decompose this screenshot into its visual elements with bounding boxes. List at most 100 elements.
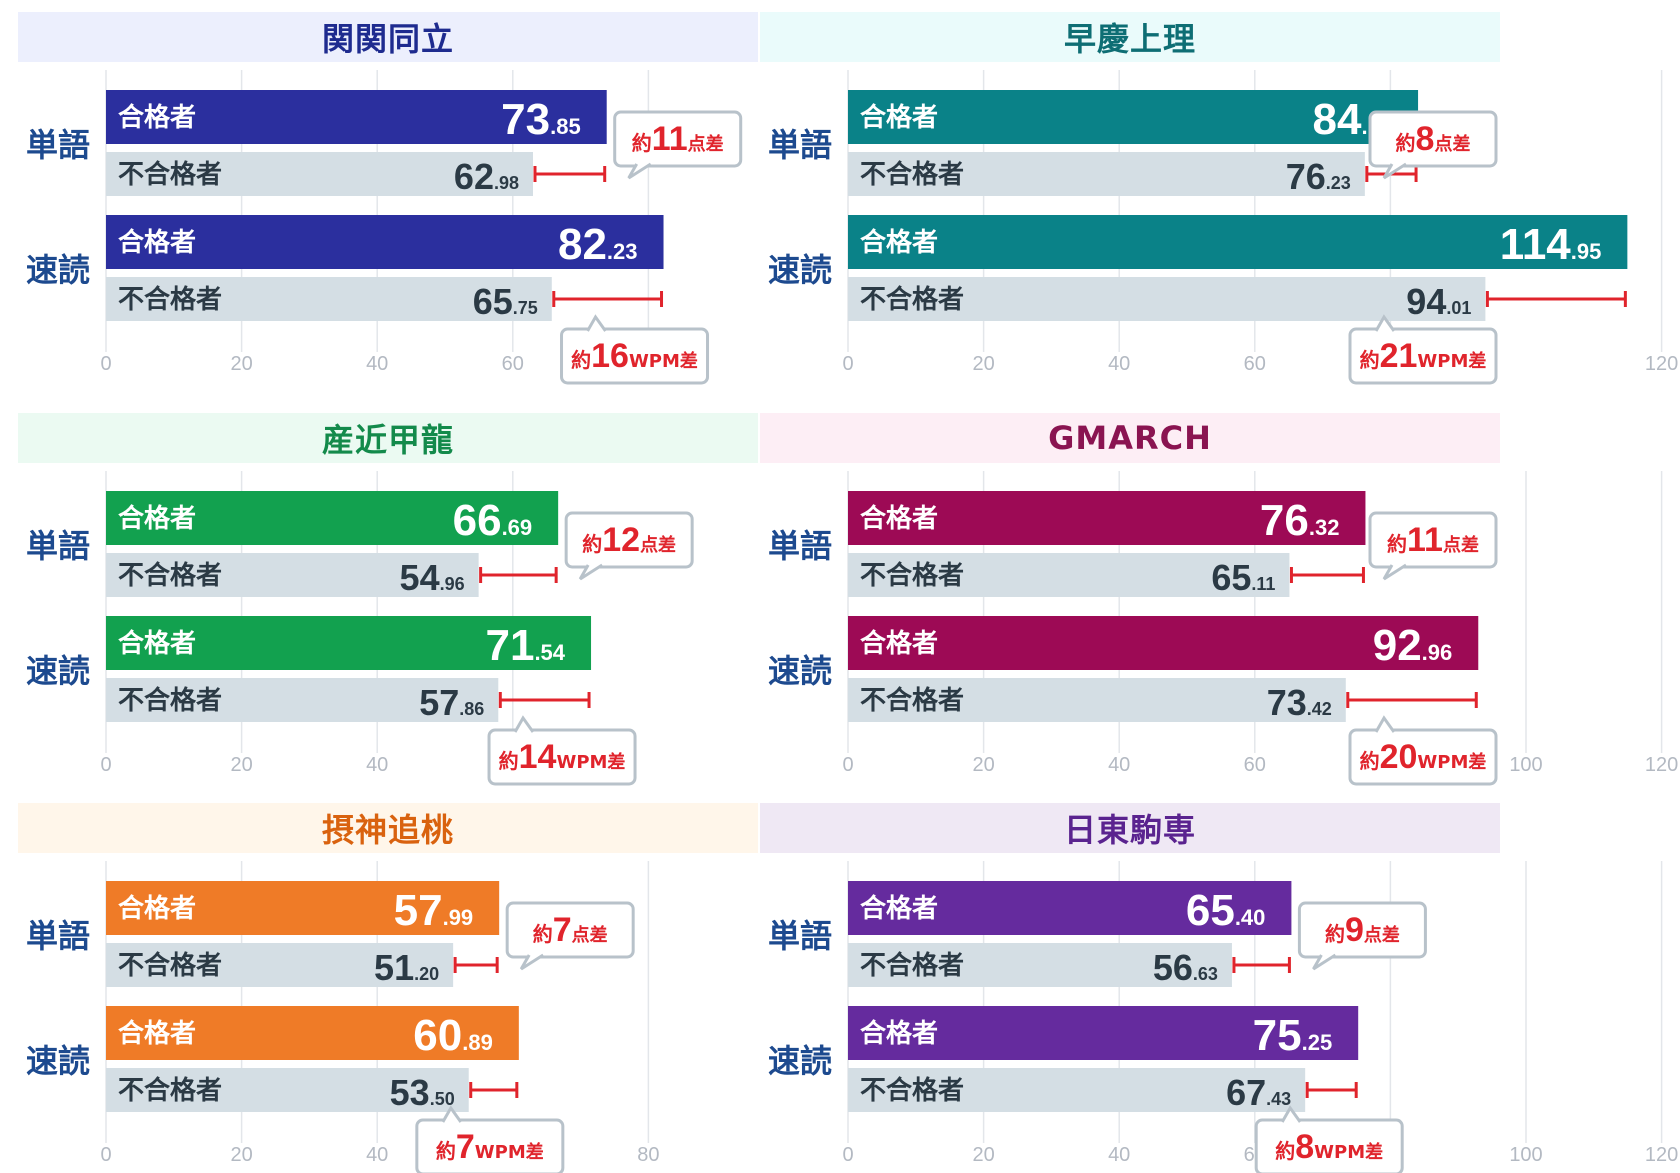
x-tick-label: 20 <box>972 353 994 375</box>
x-tick-label: 60 <box>502 353 524 375</box>
x-tick-label: 20 <box>230 353 252 375</box>
difference-callout: 約11点差 <box>613 110 743 180</box>
row-label: 速読 <box>26 1042 90 1080</box>
pass-value-label: 60.89 <box>413 1011 493 1060</box>
x-tick-label: 100 <box>1509 754 1542 776</box>
pass-bar <box>848 215 1628 269</box>
x-tick-label: 40 <box>1108 1144 1130 1166</box>
difference-callout-text: 約8WPM差 <box>1275 1128 1383 1166</box>
pass-value-label: 76.32 <box>1260 496 1340 545</box>
fail-bar-label: 不合格者 <box>860 685 964 716</box>
row-label: 速読 <box>26 652 90 690</box>
difference-callout: 約8点差 <box>1368 110 1498 180</box>
x-tick-label: 80 <box>637 1144 659 1166</box>
fail-bar-label: 不合格者 <box>860 560 964 591</box>
pass-bar-label: 合格者 <box>118 893 196 924</box>
difference-callout: 約21WPM差 <box>1348 314 1498 385</box>
fail-value-label: 53.50 <box>390 1072 455 1113</box>
difference-callout: 約9点差 <box>1297 901 1427 971</box>
difference-callout-text: 約14WPM差 <box>499 738 626 776</box>
pass-bar <box>848 491 1366 545</box>
row-label: 速読 <box>26 251 90 289</box>
x-tick-label: 0 <box>842 353 853 375</box>
fail-bar <box>106 943 454 987</box>
x-tick-label: 40 <box>366 754 388 776</box>
x-tick-label: 60 <box>1244 754 1266 776</box>
pass-bar-label: 合格者 <box>860 893 938 924</box>
difference-callout-text: 約11点差 <box>1387 521 1479 559</box>
fail-value-label: 62.98 <box>454 156 519 197</box>
x-tick-label: 100 <box>1509 1144 1542 1166</box>
x-tick-label: 40 <box>1108 754 1130 776</box>
pass-bar-label: 合格者 <box>118 102 196 133</box>
fail-bar <box>848 152 1365 196</box>
x-tick-label: 60 <box>1244 353 1266 375</box>
difference-callout: 約12点差 <box>564 511 694 581</box>
fail-value-label: 65.11 <box>1211 557 1275 598</box>
fail-bar-label: 不合格者 <box>860 1075 964 1106</box>
panel-title: 産近甲龍 <box>18 413 758 463</box>
fail-bar <box>106 152 534 196</box>
fail-bar-label: 不合格者 <box>860 284 964 315</box>
fail-value-label: 67.43 <box>1226 1072 1291 1113</box>
panel-gmarch: GMARCH 0 20 40 60 100 120 単語 合格者 76.32 不合格者 65.11 約… <box>760 413 1678 786</box>
pass-value-label: 82.23 <box>558 220 638 269</box>
x-tick-label: 0 <box>100 353 111 375</box>
x-tick-label: 0 <box>842 754 853 776</box>
pass-value-label: 66.69 <box>453 496 533 545</box>
fail-value-label: 76.23 <box>1286 156 1351 197</box>
fail-bar-label: 不合格者 <box>118 1075 222 1106</box>
x-tick-label: 120 <box>1645 1144 1678 1166</box>
fail-bar <box>848 678 1346 722</box>
fail-bar-label: 不合格者 <box>118 560 222 591</box>
pass-bar-label: 合格者 <box>860 102 938 133</box>
difference-callout-text: 約20WPM差 <box>1360 738 1487 776</box>
fail-bar-label: 不合格者 <box>118 284 222 315</box>
row-label: 単語 <box>768 527 832 565</box>
pass-bar-label: 合格者 <box>118 227 196 258</box>
fail-value-label: 94.01 <box>1406 281 1471 322</box>
row-label: 速読 <box>768 251 832 289</box>
row-label: 単語 <box>26 917 90 955</box>
fail-bar <box>848 277 1486 321</box>
difference-callout-text: 約12点差 <box>582 521 676 559</box>
fail-bar-label: 不合格者 <box>118 159 222 190</box>
pass-bar-label: 合格者 <box>860 503 938 534</box>
x-tick-label: 120 <box>1645 353 1678 375</box>
fail-value-label: 54.96 <box>400 557 465 598</box>
difference-callout-text: 約7WPM差 <box>436 1128 544 1166</box>
pass-value-label: 92.96 <box>1373 621 1453 670</box>
pass-bar <box>106 1006 519 1060</box>
row-label: 単語 <box>768 917 832 955</box>
panel-sesshintsuito: 摂神追桃 0 20 40 80 単語 合格者 57.99 不合格者 51.20 約7点差 速読 合格者… <box>18 803 758 1173</box>
row-label: 速読 <box>768 652 832 690</box>
pass-value-label: 75.25 <box>1253 1011 1333 1060</box>
fail-bar <box>106 553 479 597</box>
pass-bar-label: 合格者 <box>860 1018 938 1049</box>
difference-callout-text: 約9点差 <box>1325 911 1400 949</box>
difference-callout-text: 約21WPM差 <box>1360 337 1487 375</box>
fail-value-label: 73.42 <box>1267 682 1332 723</box>
difference-callout: 約7WPM差 <box>415 1105 565 1173</box>
pass-value-label: 73.85 <box>501 95 581 144</box>
x-tick-label: 40 <box>366 1144 388 1166</box>
pass-bar <box>106 215 664 269</box>
panel-nittokomasen: 日東駒専 020406080100120単語合格者65.40不合格者56.63約… <box>760 803 1678 1173</box>
pass-bar-label: 合格者 <box>118 1018 196 1049</box>
panel-title: GMARCH <box>760 413 1500 463</box>
panel-title: 関関同立 <box>18 12 758 62</box>
panel-title: 早慶上理 <box>760 12 1500 62</box>
fail-bar-label: 不合格者 <box>118 685 222 716</box>
fail-bar-label: 不合格者 <box>860 950 964 981</box>
fail-value-label: 56.63 <box>1153 947 1218 988</box>
difference-callout-text: 約8点差 <box>1396 120 1471 158</box>
difference-callout: 約14WPM差 <box>487 715 637 786</box>
x-tick-label: 40 <box>366 353 388 375</box>
pass-bar <box>106 90 607 144</box>
panel-sokeijori: 早慶上理 020406080120単語合格者84.08不合格者76.23約8点差… <box>760 12 1678 385</box>
fail-bar <box>106 678 499 722</box>
x-tick-label: 0 <box>100 754 111 776</box>
